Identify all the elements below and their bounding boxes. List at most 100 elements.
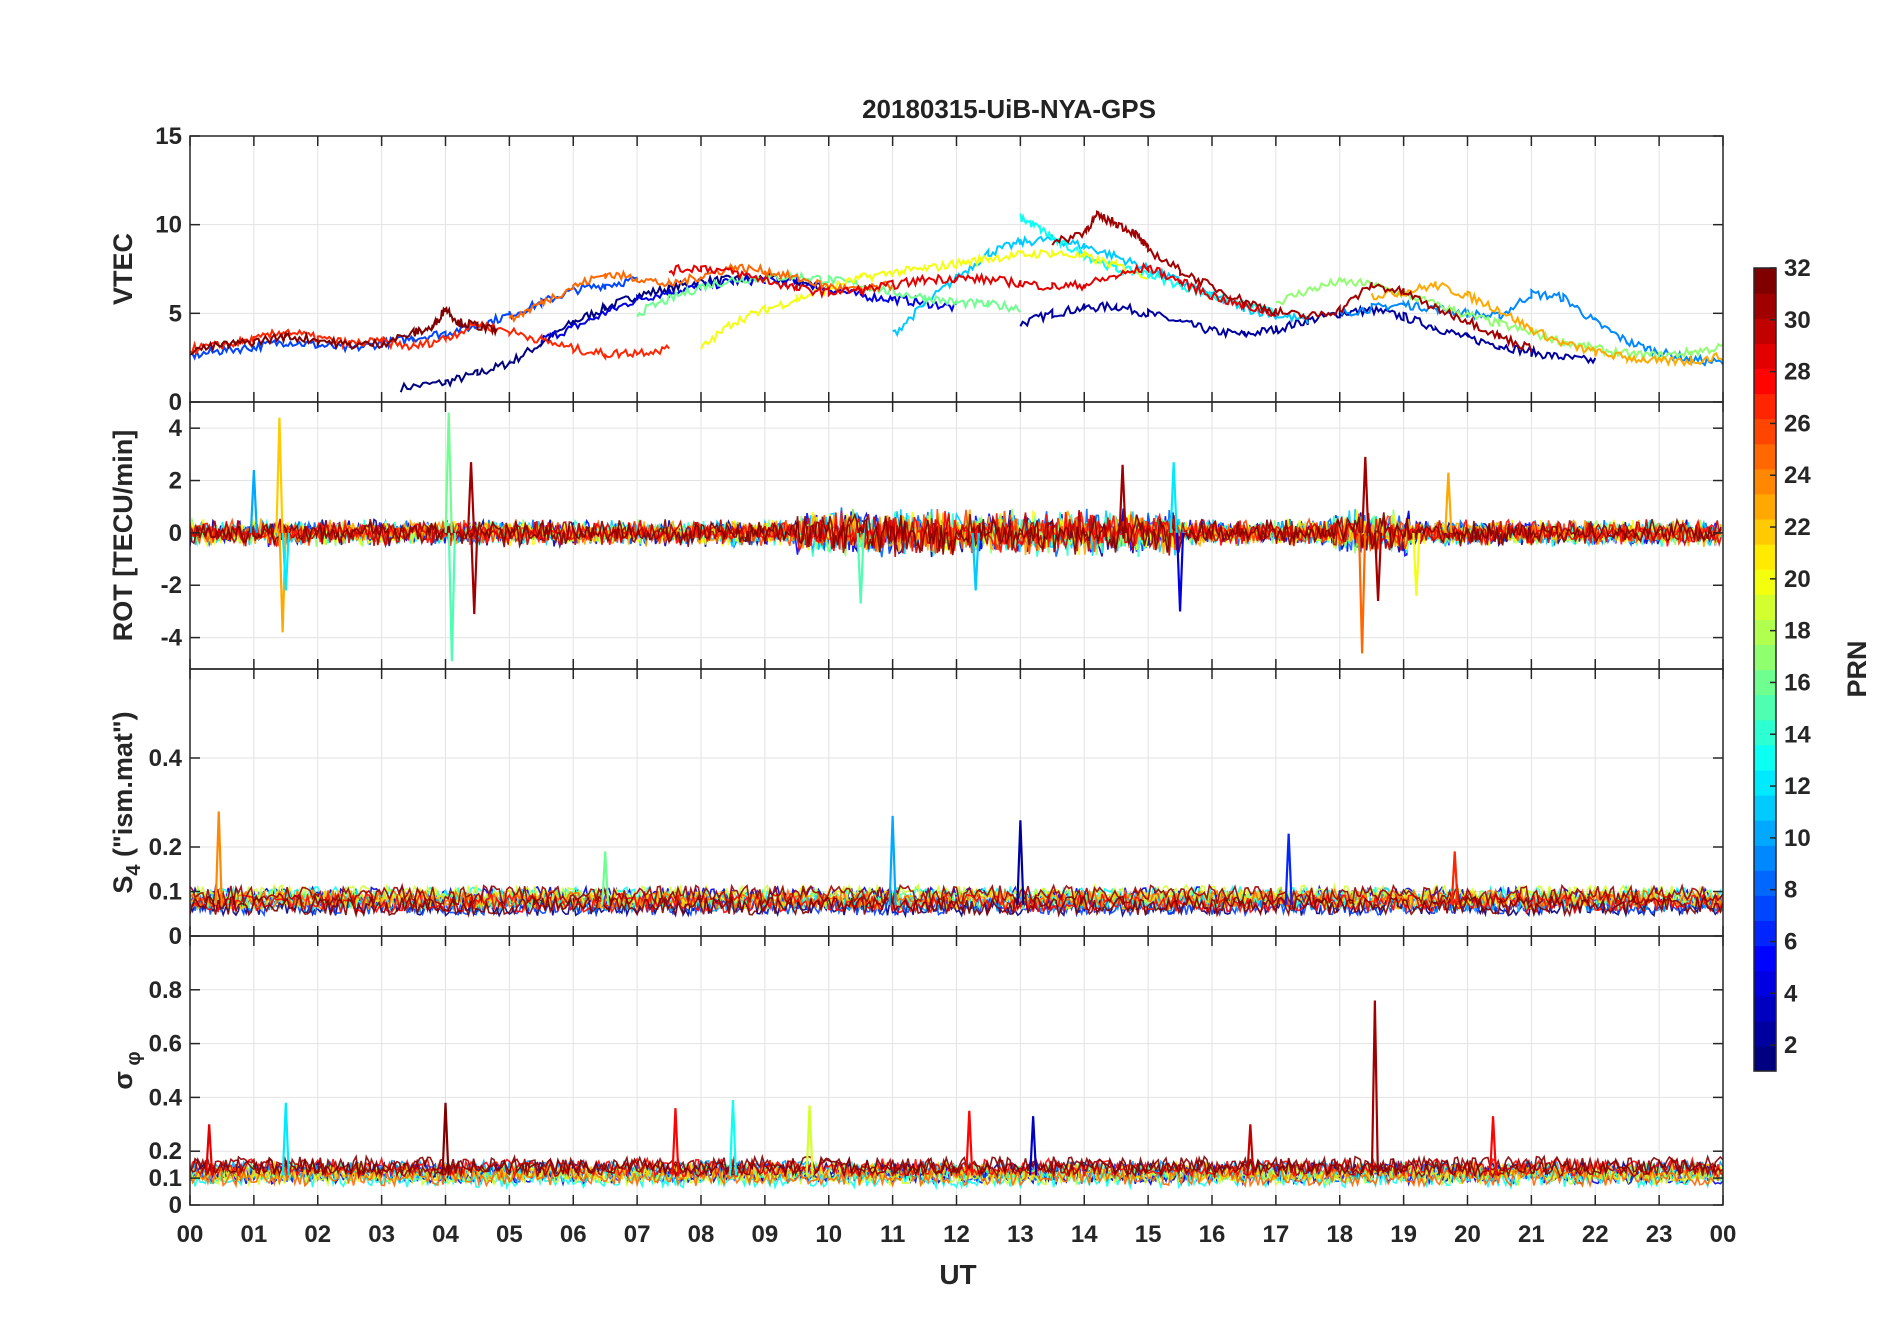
- spike-prn-2: [1016, 820, 1025, 905]
- colorbar-tick-label: 14: [1784, 721, 1811, 748]
- y-tick-label: 0: [169, 1192, 182, 1219]
- colorbar-band: [1754, 594, 1776, 620]
- spike-prn-31: [470, 532, 479, 615]
- series-prn-27: [190, 320, 670, 361]
- colorbar-band: [1754, 443, 1776, 470]
- colorbar-frame: [1753, 267, 1777, 1072]
- colorbar-tick-label: 2: [1784, 1032, 1797, 1059]
- y-axis-label: VTEC: [108, 233, 138, 305]
- x-tick-label: 12: [943, 1221, 970, 1248]
- colorbar-band: [1754, 794, 1776, 821]
- y-tick-label: 0.2: [149, 834, 182, 861]
- spike-prn-31: [1373, 532, 1383, 601]
- colorbar-band: [1754, 895, 1776, 922]
- colorbar-band: [1754, 544, 1776, 570]
- y-tick-label: 0.4: [149, 745, 183, 772]
- x-tick-label: 15: [1135, 1221, 1162, 1248]
- colorbar-band: [1754, 368, 1776, 395]
- colorbar-band: [1754, 870, 1776, 896]
- series-prn-13: [1019, 212, 1276, 316]
- colorbar-tick-label: 6: [1784, 928, 1797, 955]
- colorbar-band: [1754, 418, 1776, 445]
- y-tick-label: 0: [169, 923, 182, 950]
- panel-data: [190, 1000, 1723, 1191]
- x-tick-label: 17: [1263, 1221, 1290, 1248]
- spike-prn-15: [856, 532, 865, 604]
- colorbar-tick-label: 12: [1784, 773, 1811, 800]
- x-tick-label: 03: [368, 1221, 395, 1248]
- x-tick-label: 13: [1007, 1221, 1034, 1248]
- colorbar-band: [1754, 669, 1776, 696]
- index-trace-prn-32: [190, 1153, 1723, 1178]
- x-tick-label: 00: [1710, 1221, 1737, 1248]
- spike-prn-3: [1029, 1116, 1038, 1176]
- x-tick-label: 20: [1454, 1221, 1481, 1248]
- spike-prn-22: [275, 417, 284, 533]
- panel-4: 00.10.20.40.60.8σ φ: [108, 935, 1724, 1219]
- spike-prn-31: [1118, 464, 1127, 533]
- colorbar-band: [1754, 694, 1776, 721]
- x-tick-label: 23: [1646, 1221, 1673, 1248]
- y-tick-label: 4: [169, 415, 183, 442]
- spike-prn-30: [1246, 1124, 1255, 1176]
- panel-data: [190, 412, 1722, 662]
- panel-data: [190, 811, 1723, 919]
- spike-prn-20: [1412, 532, 1421, 596]
- index-trace-prn-1: [190, 893, 1723, 919]
- index-trace-prn-13: [190, 1167, 1723, 1191]
- spike-prn-24: [214, 811, 223, 905]
- colorbar-band: [1754, 619, 1776, 646]
- spike-prn-29: [205, 1124, 214, 1176]
- colorbar-tick-label: 32: [1784, 255, 1811, 282]
- y-tick-label: -2: [161, 572, 182, 599]
- series-prn-32: [190, 306, 498, 356]
- y-tick-label: 2: [169, 468, 182, 495]
- spike-prn-16: [444, 412, 453, 533]
- spike-prn-23: [1444, 472, 1453, 533]
- colorbar-band: [1754, 970, 1776, 997]
- x-tick-label: 19: [1390, 1221, 1417, 1248]
- spike-prn-16: [601, 851, 610, 905]
- series-prn-23: [1370, 281, 1723, 367]
- colorbar-band: [1754, 920, 1776, 947]
- x-tick-label: 14: [1071, 1221, 1098, 1248]
- y-tick-label: 15: [155, 123, 182, 150]
- y-tick-label: 0.1: [149, 1165, 182, 1192]
- index-trace-prn-31: [190, 882, 1723, 907]
- colorbar-band: [1754, 569, 1776, 595]
- x-tick-label: 16: [1199, 1221, 1226, 1248]
- y-tick-label: 0: [169, 389, 182, 416]
- colorbar-band: [1754, 518, 1776, 545]
- x-tick-labels: 00 01 02 03 04 05 06 07 08 09 10 11 12 13 14 15 16 17 18 19…: [177, 1221, 1737, 1248]
- colorbar-band: [1754, 268, 1776, 294]
- index-trace-prn-22: [190, 887, 1723, 912]
- x-tick-label: 18: [1326, 1221, 1353, 1248]
- y-tick-label: 0: [169, 520, 182, 547]
- rot-trace-prn-32: [190, 512, 1722, 556]
- x-tick-label: 05: [496, 1221, 523, 1248]
- spike-prn-12: [1169, 462, 1178, 533]
- colorbar-band: [1754, 1020, 1776, 1047]
- y-tick-label: 5: [169, 300, 182, 327]
- spike-prn-6: [1284, 833, 1293, 905]
- x-axis-label: UT: [939, 1259, 976, 1290]
- y-axis-label: ROT [TECU/min]: [108, 430, 138, 641]
- y-tick-label: 10: [155, 212, 182, 239]
- x-tick-label: 22: [1582, 1221, 1609, 1248]
- colorbar-band: [1754, 318, 1776, 344]
- y-tick-label: 0.8: [149, 977, 182, 1004]
- spike-prn-10: [888, 815, 897, 905]
- series-prn-29: [668, 261, 1277, 318]
- colorbar-band: [1754, 744, 1776, 771]
- spike-prn-13: [728, 1100, 738, 1176]
- x-tick-label: 11: [880, 1221, 905, 1248]
- colorbar-tick-label: 24: [1784, 462, 1811, 489]
- spike-prn-25: [1358, 532, 1367, 654]
- colorbar-tick-label: 20: [1784, 566, 1811, 593]
- x-tick-label: 02: [304, 1221, 331, 1248]
- series-prn-17: [1275, 276, 1723, 363]
- x-tick-label: 07: [624, 1221, 651, 1248]
- colorbar-tick-label: 16: [1784, 669, 1811, 696]
- series-prn-31: [1051, 210, 1533, 353]
